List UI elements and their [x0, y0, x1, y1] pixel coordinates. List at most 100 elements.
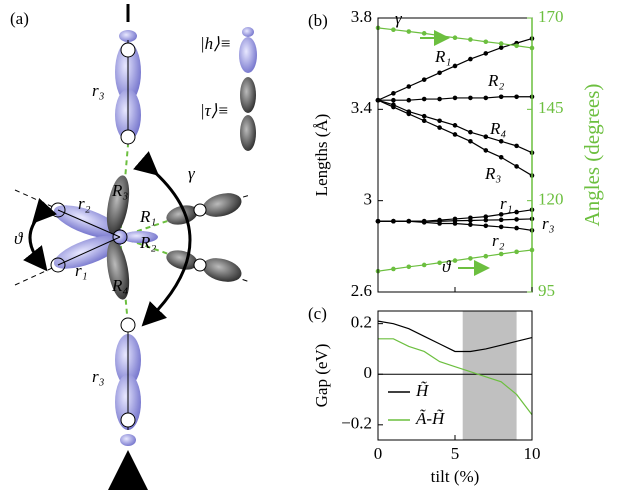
- label: ϑ: [14, 229, 24, 248]
- point: [407, 112, 412, 117]
- point: [453, 123, 458, 128]
- point: [514, 217, 519, 222]
- series-label: R₃: [484, 164, 501, 183]
- point: [437, 221, 442, 226]
- point: [437, 97, 442, 102]
- point: [468, 96, 473, 101]
- x-tick-label: 5: [451, 444, 460, 463]
- point: [422, 31, 427, 36]
- point: [514, 43, 519, 48]
- point: [468, 57, 473, 62]
- y-tick-label: 0: [364, 363, 373, 382]
- series-line: [378, 39, 532, 101]
- plot-frame: [378, 18, 532, 292]
- point: [422, 220, 427, 225]
- shaded-region: [463, 311, 517, 440]
- point: [453, 258, 458, 263]
- point: [514, 226, 519, 231]
- point: [391, 219, 396, 224]
- x-tick-label: 10: [524, 444, 541, 463]
- point: [514, 250, 519, 255]
- y-tick-label: 3: [364, 190, 373, 209]
- point: [437, 125, 442, 130]
- label: r₁: [75, 261, 88, 280]
- point: [484, 51, 489, 56]
- point: [453, 132, 458, 137]
- legend-label: |h⟩≡: [200, 34, 231, 53]
- y-tick-label: 3.8: [351, 7, 372, 26]
- point: [499, 41, 504, 46]
- point: [407, 84, 412, 89]
- point: [499, 225, 504, 230]
- panel-label: (c): [308, 304, 327, 323]
- point: [499, 155, 504, 160]
- point: [499, 252, 504, 257]
- point: [514, 94, 519, 99]
- series-label: ϑ: [442, 257, 452, 276]
- x-tick-label: 0: [374, 444, 383, 463]
- point: [391, 91, 396, 96]
- point: [453, 64, 458, 69]
- point: [468, 222, 473, 227]
- point: [468, 256, 473, 261]
- point: [514, 144, 519, 149]
- y2-tick-label: 120: [538, 190, 564, 209]
- point: [514, 164, 519, 169]
- point: [484, 96, 489, 101]
- y-tick-label: 2.6: [351, 281, 372, 300]
- label: R₃: [111, 181, 128, 200]
- point: [422, 77, 427, 82]
- point: [499, 218, 504, 223]
- point: [468, 218, 473, 223]
- x-axis-label: tilt (%): [431, 467, 480, 486]
- point: [453, 35, 458, 40]
- label: r₃: [92, 367, 105, 386]
- diagram: (a) |h⟩≡ |τ⟩≡ r₃ r₂ r₁ R₃ R₁ R₂ R₄ γ ϑ r…: [10, 4, 257, 490]
- point: [437, 71, 442, 76]
- point: [422, 114, 427, 119]
- point: [468, 139, 473, 144]
- series-label: R₁: [434, 47, 451, 66]
- point: [437, 118, 442, 123]
- series-line: [378, 100, 532, 175]
- series-label: r₁: [500, 194, 513, 213]
- series-label: r₂: [492, 231, 505, 250]
- panel-label: (b): [308, 11, 328, 30]
- point: [407, 264, 412, 269]
- legend-label: H̃: [415, 381, 430, 400]
- figure: (a) |h⟩≡ |τ⟩≡ r₃ r₂ r₁ R₃ R₁ R₂ R₄ γ ϑ r…: [0, 0, 623, 493]
- point: [468, 130, 473, 135]
- point: [391, 27, 396, 32]
- y2-axis-label: Angles (degrees): [580, 84, 604, 227]
- point: [484, 223, 489, 228]
- label: r₃: [92, 81, 105, 100]
- point: [407, 29, 412, 34]
- label: R₂: [139, 233, 156, 252]
- point: [484, 134, 489, 139]
- y-tick-label: −0.2: [341, 414, 372, 433]
- point: [484, 218, 489, 223]
- y-tick-label: 3.4: [351, 98, 373, 117]
- y-axis-label: Gap (eV): [312, 344, 331, 408]
- series-label: R₂: [487, 71, 504, 90]
- panel-label: (a): [10, 9, 29, 28]
- label: R₁: [139, 207, 156, 226]
- point: [484, 148, 489, 153]
- point: [391, 98, 396, 103]
- legend-label: |τ⟩≡: [200, 101, 229, 120]
- point: [499, 94, 504, 99]
- point: [484, 39, 489, 44]
- point: [422, 118, 427, 123]
- legend-label: Ã-H̃: [415, 409, 446, 428]
- label: R₄: [111, 276, 128, 295]
- point: [484, 254, 489, 259]
- point: [453, 221, 458, 226]
- point: [391, 105, 396, 110]
- point: [499, 45, 504, 50]
- label: γ: [188, 164, 196, 183]
- point: [407, 98, 412, 103]
- point: [407, 219, 412, 224]
- y2-tick-label: 170: [538, 7, 564, 26]
- point: [453, 96, 458, 101]
- series-label: R₄: [489, 119, 506, 138]
